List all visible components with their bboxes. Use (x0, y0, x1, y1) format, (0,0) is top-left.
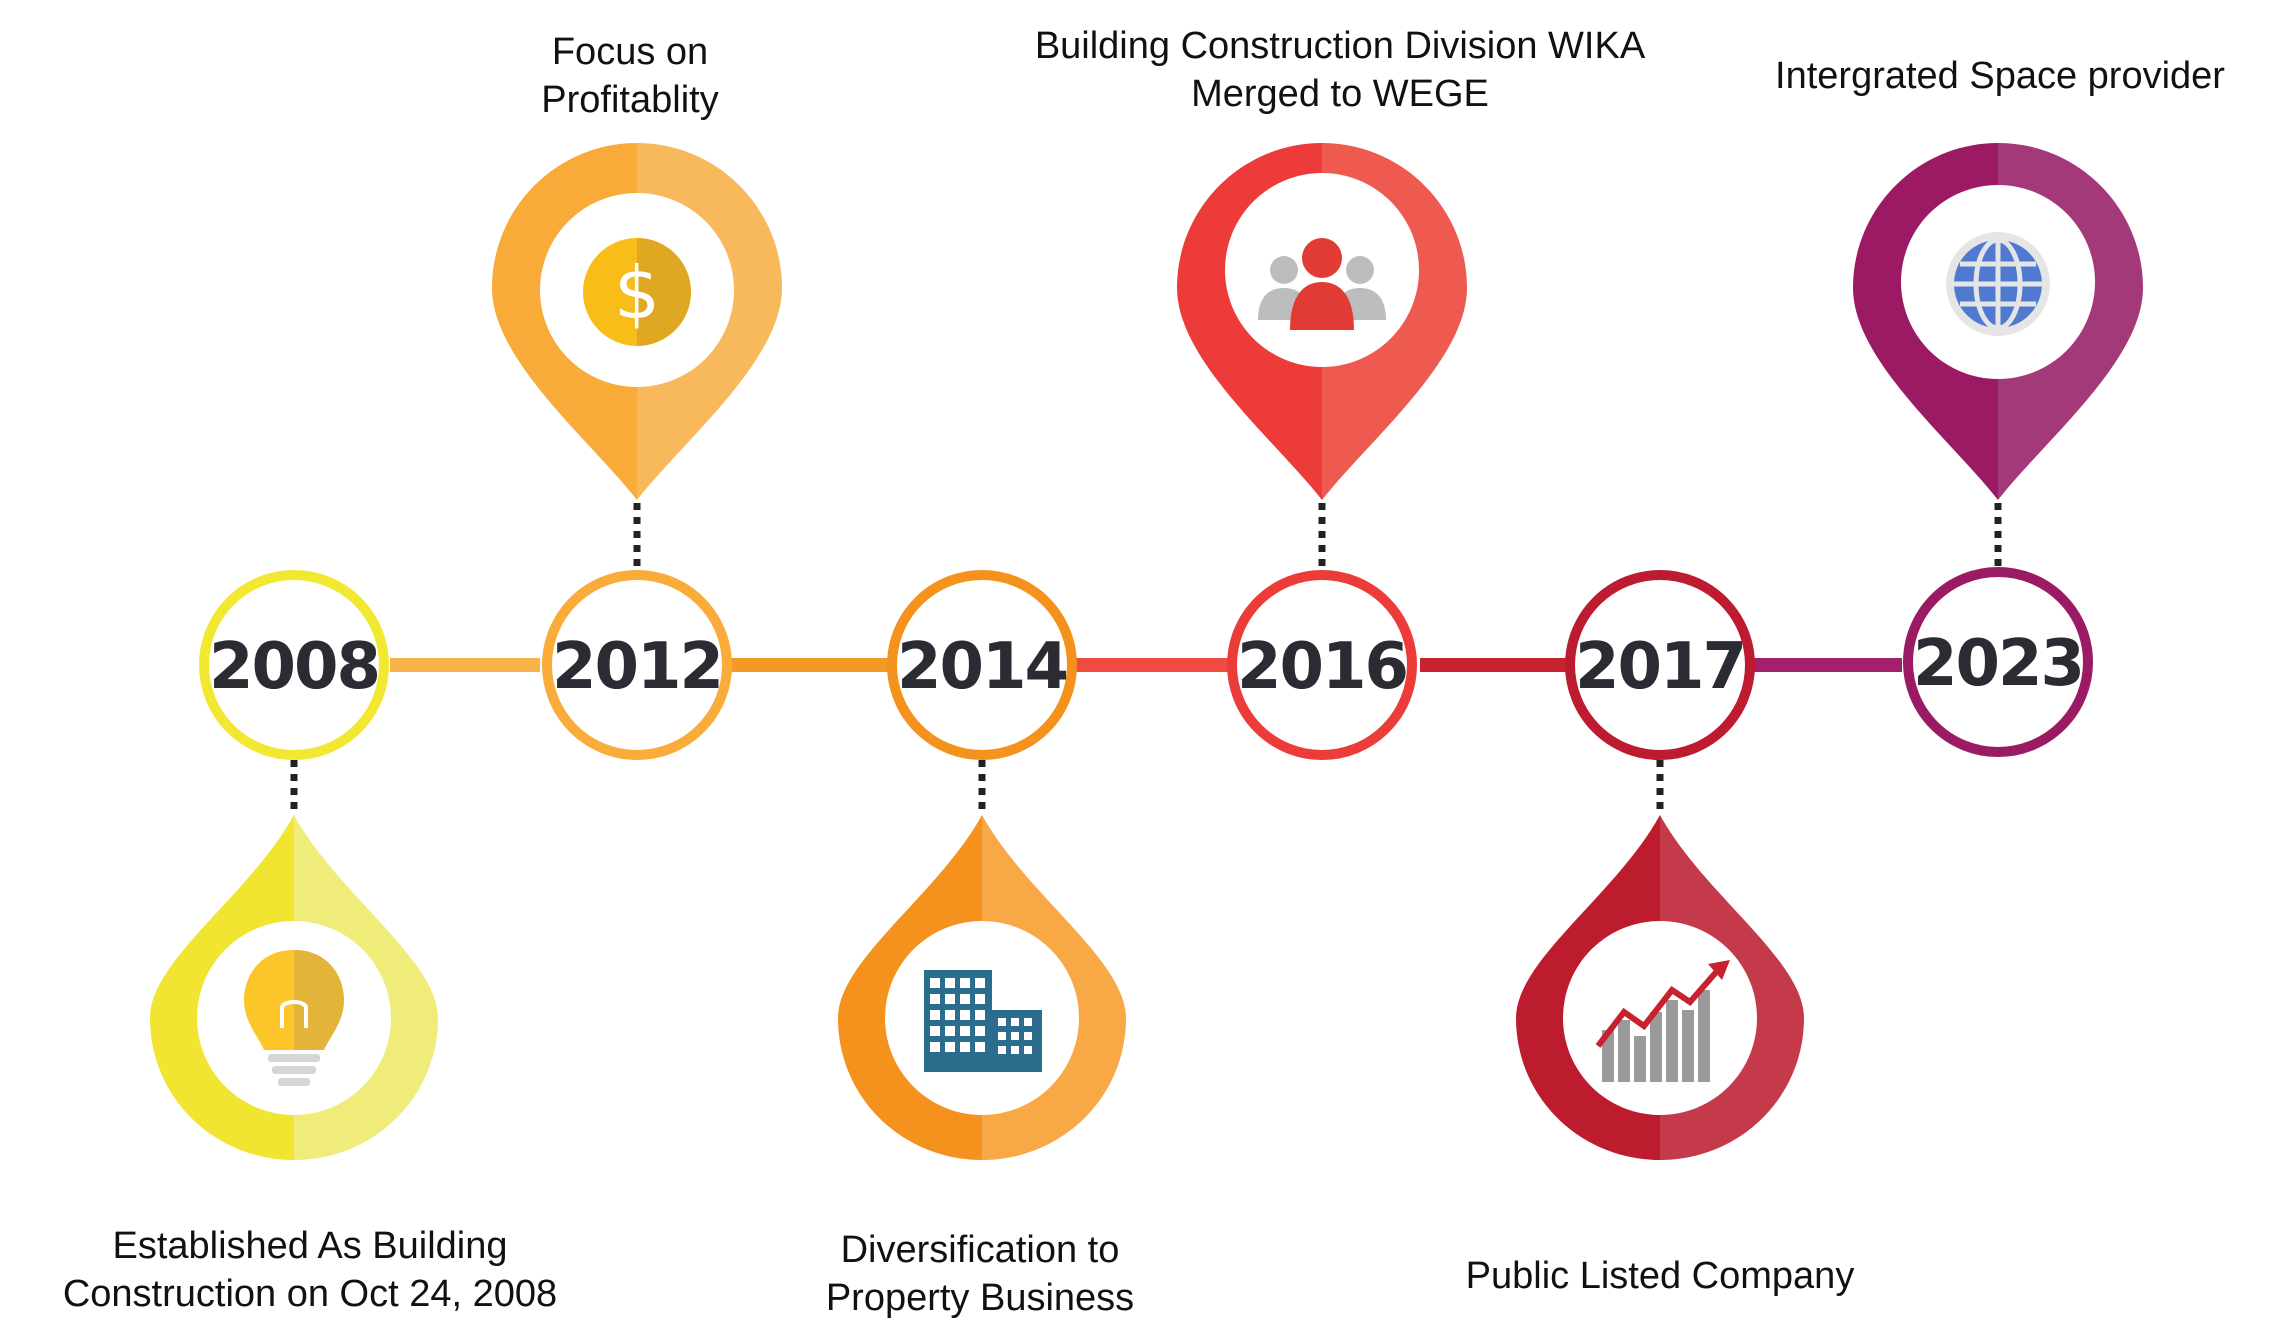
caption-2016: Building Construction Division WIKA Merg… (1034, 25, 1646, 115)
pin-2023 (1853, 143, 2143, 500)
year-node-2012: 2012 (542, 570, 732, 760)
dollar-coin-icon: $ (583, 238, 691, 346)
year-label-2014: 2014 (897, 630, 1067, 704)
year-nodes: 2008 2012 2014 2016 2017 2023 (199, 567, 2093, 760)
buildings-icon (924, 970, 1042, 1072)
year-node-2017: 2017 (1565, 570, 1755, 760)
connector-2014-2016 (1076, 658, 1236, 672)
year-label-2012: 2012 (552, 630, 722, 704)
people-group-icon (1258, 238, 1386, 330)
caption-2012: Focus on Profitablity (541, 31, 719, 121)
timeline-connectors (390, 658, 1902, 672)
year-label-2017: 2017 (1575, 630, 1745, 704)
year-label-2008: 2008 (209, 630, 379, 704)
pin-2008 (150, 815, 438, 1160)
connector-2017-2023 (1752, 658, 1902, 672)
lightbulb-icon (244, 950, 344, 1086)
caption-2017: Public Listed Company (1465, 1255, 1855, 1297)
pin-2016 (1177, 143, 1467, 500)
year-label-2023: 2023 (1913, 627, 2083, 701)
year-node-2008: 2008 (199, 570, 389, 760)
globe-icon (1946, 232, 2050, 336)
year-node-2016: 2016 (1227, 570, 1417, 760)
year-node-2023: 2023 (1903, 567, 2093, 757)
connector-2008-2012 (390, 658, 540, 672)
year-node-2014: 2014 (887, 570, 1077, 760)
timeline-stems (290, 503, 2002, 815)
caption-2008: Established As Building Construction on … (62, 1225, 558, 1315)
svg-text:$: $ (614, 251, 660, 335)
year-label-2016: 2016 (1237, 630, 1407, 704)
pin-2017 (1516, 815, 1804, 1160)
caption-2014: Diversification to Property Business (825, 1229, 1135, 1319)
growth-chart-icon (1595, 960, 1730, 1082)
connector-2012-2014 (730, 658, 890, 672)
pin-2014 (838, 815, 1126, 1160)
pin-2012: $ (492, 143, 782, 500)
caption-2023: Intergrated Space provider (1775, 55, 2225, 97)
connector-2016-2017 (1420, 658, 1574, 672)
